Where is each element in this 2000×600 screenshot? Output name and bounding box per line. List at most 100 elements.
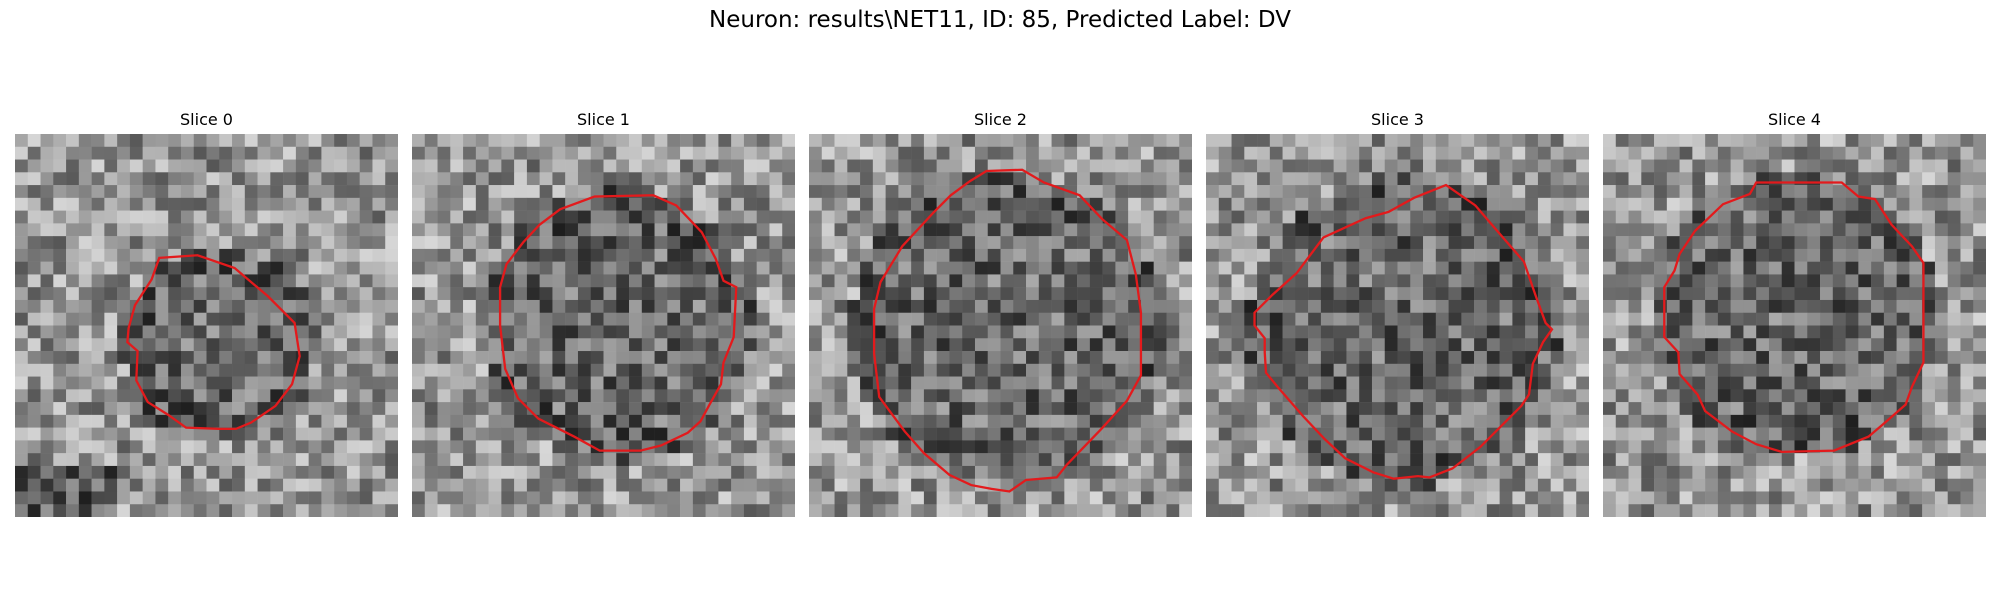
pixel — [1730, 453, 1744, 467]
pixel — [1947, 453, 1961, 467]
pixel — [359, 440, 373, 454]
pixel — [1973, 427, 1986, 441]
pixel — [412, 440, 426, 454]
pixel — [743, 389, 757, 403]
pixel — [769, 146, 783, 160]
pixel — [1550, 504, 1564, 517]
pixel — [168, 223, 182, 237]
pixel — [257, 478, 271, 492]
pixel — [974, 440, 988, 454]
pixel — [603, 248, 617, 262]
pixel — [359, 159, 373, 173]
pixel — [334, 376, 348, 390]
pixel — [1013, 172, 1027, 186]
pixel — [1320, 338, 1334, 352]
pixel — [743, 299, 757, 313]
pixel — [1743, 453, 1757, 467]
pixel — [232, 236, 246, 250]
pixel — [488, 274, 502, 288]
pixel — [53, 440, 67, 454]
pixel — [1768, 261, 1782, 275]
pixel — [270, 312, 284, 326]
pixel — [1295, 312, 1309, 326]
pixel — [40, 427, 54, 441]
pixel — [475, 389, 489, 403]
pixel — [232, 491, 246, 505]
pixel — [53, 402, 67, 416]
pixel — [321, 210, 335, 224]
pixel — [577, 287, 591, 301]
pixel — [962, 299, 976, 313]
pixel — [91, 299, 105, 313]
pixel — [1896, 427, 1910, 441]
pixel — [1218, 274, 1232, 288]
pixel — [1000, 223, 1014, 237]
pixel — [692, 197, 706, 211]
pixel — [412, 248, 426, 262]
pixel — [1679, 414, 1693, 428]
pixel — [1845, 146, 1859, 160]
pixel — [15, 465, 29, 479]
pixel — [1371, 363, 1385, 377]
pixel — [1743, 414, 1757, 428]
pixel — [1550, 376, 1564, 390]
pixel — [219, 414, 233, 428]
pixel — [1179, 261, 1192, 275]
pixel — [437, 402, 451, 416]
pixel — [1064, 299, 1078, 313]
pixel — [1628, 299, 1642, 313]
pixel — [1947, 338, 1961, 352]
pixel — [142, 248, 156, 262]
pixel — [1038, 491, 1052, 505]
pixel — [821, 261, 835, 275]
pixel — [616, 261, 630, 275]
pixel — [552, 287, 566, 301]
pixel — [1641, 478, 1655, 492]
pixel — [1397, 338, 1411, 352]
pixel — [1615, 414, 1629, 428]
pixel — [898, 389, 912, 403]
pixel — [1397, 363, 1411, 377]
pixel — [168, 325, 182, 339]
pixel — [962, 389, 976, 403]
pixel — [193, 414, 207, 428]
pixel — [1257, 261, 1271, 275]
slice-title: Slice 1 — [577, 110, 630, 129]
pixel — [1089, 465, 1103, 479]
pixel — [641, 427, 655, 441]
pixel — [1628, 236, 1642, 250]
pixel — [641, 478, 655, 492]
pixel — [1768, 414, 1782, 428]
pixel — [1166, 427, 1180, 441]
pixel — [1346, 197, 1360, 211]
pixel — [923, 287, 937, 301]
pixel — [66, 427, 80, 441]
pixel — [782, 440, 795, 454]
pixel — [705, 465, 719, 479]
pixel — [283, 427, 297, 441]
pixel — [1257, 172, 1271, 186]
pixel — [923, 351, 937, 365]
pixel — [308, 376, 322, 390]
pixel — [1218, 325, 1232, 339]
pixel — [526, 197, 540, 211]
pixel — [1934, 274, 1948, 288]
pixel — [1730, 325, 1744, 339]
pixel — [1717, 261, 1731, 275]
pixel — [1115, 414, 1129, 428]
pixel — [15, 402, 29, 416]
pixel — [743, 134, 757, 148]
pixel — [1026, 376, 1040, 390]
pixel — [1603, 351, 1617, 365]
pixel — [450, 172, 464, 186]
pixel — [168, 504, 182, 517]
pixel — [1102, 210, 1116, 224]
pixel — [1909, 338, 1923, 352]
pixel — [1679, 185, 1693, 199]
pixel — [1794, 402, 1808, 416]
pixel — [1026, 427, 1040, 441]
pixel — [962, 465, 976, 479]
pixel — [667, 236, 681, 250]
pixel — [552, 465, 566, 479]
pixel — [1423, 427, 1437, 441]
